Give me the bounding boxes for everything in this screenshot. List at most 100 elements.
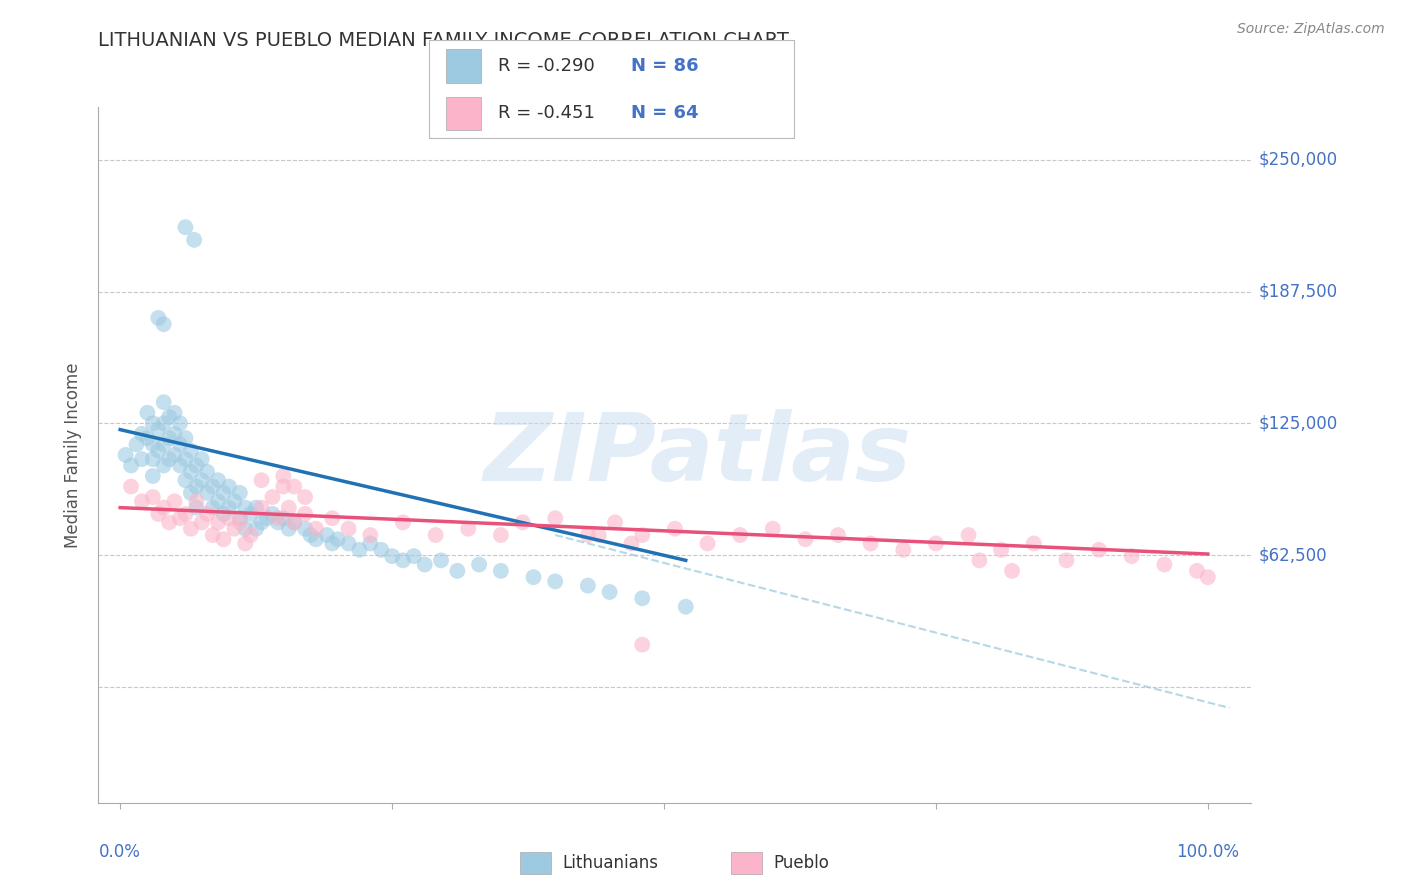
Point — [174, 473, 197, 487]
Point — [990, 542, 1012, 557]
Point — [152, 317, 174, 331]
Point — [180, 465, 202, 479]
Point — [229, 516, 252, 530]
Text: Source: ZipAtlas.com: Source: ZipAtlas.com — [1237, 22, 1385, 37]
Point — [969, 553, 991, 567]
Text: $187,500: $187,500 — [1258, 283, 1337, 301]
Point — [337, 536, 360, 550]
Point — [120, 458, 142, 473]
Point — [349, 542, 371, 557]
Point — [157, 409, 180, 424]
Point — [250, 500, 273, 515]
Point — [148, 507, 170, 521]
Point — [169, 458, 191, 473]
Point — [212, 533, 235, 547]
Point — [489, 528, 512, 542]
Point — [169, 417, 191, 431]
Point — [245, 522, 267, 536]
Point — [169, 437, 191, 451]
Point — [114, 448, 136, 462]
Point — [273, 511, 295, 525]
Point — [190, 516, 212, 530]
Y-axis label: Median Family Income: Median Family Income — [65, 362, 83, 548]
Point — [120, 479, 142, 493]
Point — [675, 599, 697, 614]
Point — [186, 458, 208, 473]
Point — [294, 522, 316, 536]
Point — [212, 507, 235, 521]
Point — [305, 522, 328, 536]
Point — [152, 417, 174, 431]
Point — [283, 516, 305, 530]
Point — [163, 494, 186, 508]
Point — [827, 528, 849, 542]
Point — [174, 431, 197, 445]
Point — [142, 437, 165, 451]
Point — [512, 516, 534, 530]
Point — [631, 591, 654, 606]
Point — [136, 406, 159, 420]
Point — [1185, 564, 1208, 578]
Text: Lithuanians: Lithuanians — [562, 855, 658, 872]
Point — [728, 528, 751, 542]
Point — [152, 395, 174, 409]
Point — [157, 516, 180, 530]
Point — [186, 500, 208, 515]
Point — [142, 452, 165, 467]
Text: N = 86: N = 86 — [631, 57, 699, 75]
Point — [245, 500, 267, 515]
Point — [201, 500, 224, 515]
Text: N = 64: N = 64 — [631, 104, 699, 122]
Point — [250, 473, 273, 487]
Point — [201, 528, 224, 542]
Point — [131, 494, 153, 508]
Point — [321, 511, 343, 525]
Point — [283, 479, 305, 493]
Point — [152, 437, 174, 451]
Text: $125,000: $125,000 — [1258, 414, 1337, 433]
Point — [148, 423, 170, 437]
Point — [576, 528, 599, 542]
Point — [190, 473, 212, 487]
Point — [218, 500, 240, 515]
Point — [250, 516, 273, 530]
Point — [273, 479, 295, 493]
Point — [224, 494, 246, 508]
Point — [229, 511, 252, 525]
Point — [224, 522, 246, 536]
Point — [262, 490, 284, 504]
Point — [163, 426, 186, 441]
Point — [186, 494, 208, 508]
Point — [180, 522, 202, 536]
Point — [299, 528, 322, 542]
Point — [142, 490, 165, 504]
Point — [273, 469, 295, 483]
Point — [174, 507, 197, 521]
Point — [402, 549, 425, 563]
Point — [277, 522, 299, 536]
Point — [631, 528, 654, 542]
Point — [262, 507, 284, 521]
Point — [136, 431, 159, 445]
Point — [1121, 549, 1143, 563]
Point — [446, 564, 468, 578]
Point — [148, 443, 170, 458]
Point — [588, 528, 610, 542]
Point — [457, 522, 479, 536]
Point — [163, 448, 186, 462]
Point — [239, 528, 262, 542]
Point — [631, 638, 654, 652]
Point — [315, 528, 337, 542]
Point — [157, 431, 180, 445]
Point — [664, 522, 686, 536]
Point — [1054, 553, 1077, 567]
Point — [157, 452, 180, 467]
Point — [544, 574, 567, 589]
Point — [131, 452, 153, 467]
Point — [207, 516, 229, 530]
Text: R = -0.290: R = -0.290 — [498, 57, 595, 75]
Point — [212, 486, 235, 500]
Text: $250,000: $250,000 — [1258, 151, 1337, 169]
Point — [620, 536, 643, 550]
Point — [218, 479, 240, 493]
